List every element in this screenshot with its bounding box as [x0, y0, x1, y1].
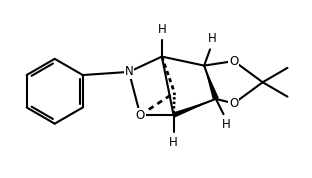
Text: H: H — [169, 136, 178, 149]
Text: H: H — [158, 23, 166, 36]
Polygon shape — [204, 66, 219, 100]
Polygon shape — [173, 99, 216, 118]
Text: O: O — [229, 55, 238, 68]
Text: N: N — [124, 65, 133, 78]
Text: O: O — [229, 97, 238, 110]
Text: H: H — [222, 118, 231, 131]
Text: O: O — [136, 109, 145, 122]
Text: H: H — [207, 32, 216, 45]
